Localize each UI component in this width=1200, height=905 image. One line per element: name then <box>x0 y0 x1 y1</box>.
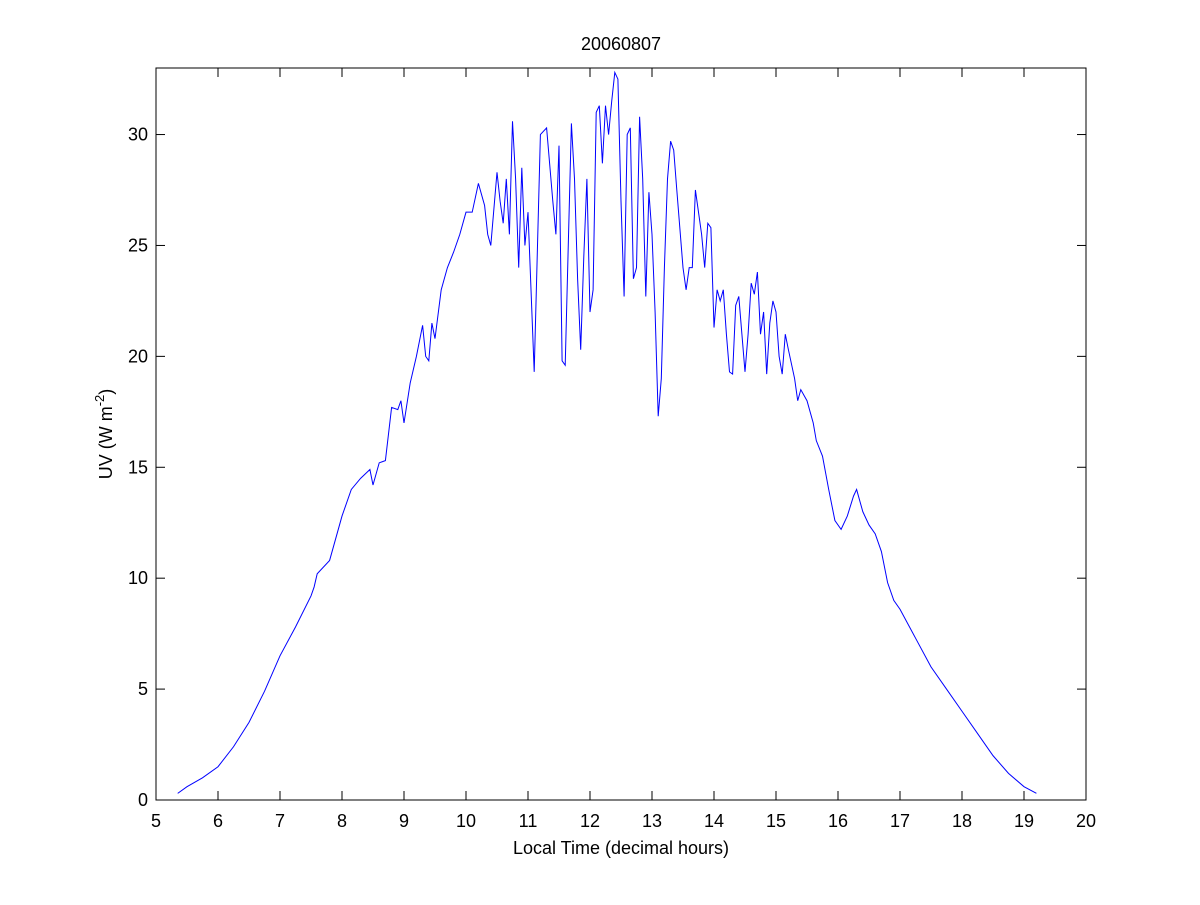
x-tick-label: 13 <box>642 811 662 831</box>
x-axis-label: Local Time (decimal hours) <box>513 838 729 858</box>
x-tick-label: 6 <box>213 811 223 831</box>
x-tick-label: 19 <box>1014 811 1034 831</box>
x-tick-label: 8 <box>337 811 347 831</box>
y-tick-label: 15 <box>128 457 148 477</box>
y-tick-label: 30 <box>128 125 148 145</box>
y-tick-label: 20 <box>128 346 148 366</box>
y-tick-label: 25 <box>128 235 148 255</box>
x-tick-label: 20 <box>1076 811 1096 831</box>
data-line <box>177 70 1037 794</box>
x-tick-label: 9 <box>399 811 409 831</box>
y-tick-label: 5 <box>138 679 148 699</box>
y-tick-label: 0 <box>138 790 148 810</box>
x-tick-label: 7 <box>275 811 285 831</box>
x-tick-label: 14 <box>704 811 724 831</box>
x-tick-label: 18 <box>952 811 972 831</box>
x-tick-label: 5 <box>151 811 161 831</box>
chart-title: 20060807 <box>581 34 661 54</box>
x-tick-label: 17 <box>890 811 910 831</box>
x-tick-label: 10 <box>456 811 476 831</box>
y-label-superscript: -2 <box>92 395 107 407</box>
plot-area <box>155 67 1087 801</box>
x-tick-label: 12 <box>580 811 600 831</box>
x-tick-label: 15 <box>766 811 786 831</box>
y-label-main: UV (W m <box>96 406 116 479</box>
x-tick-label: 11 <box>519 811 538 831</box>
y-label-suffix: ) <box>96 389 116 395</box>
y-axis-label: UV (W m-2) <box>92 389 116 480</box>
x-tick-label: 16 <box>828 811 848 831</box>
y-tick-label: 10 <box>128 568 148 588</box>
